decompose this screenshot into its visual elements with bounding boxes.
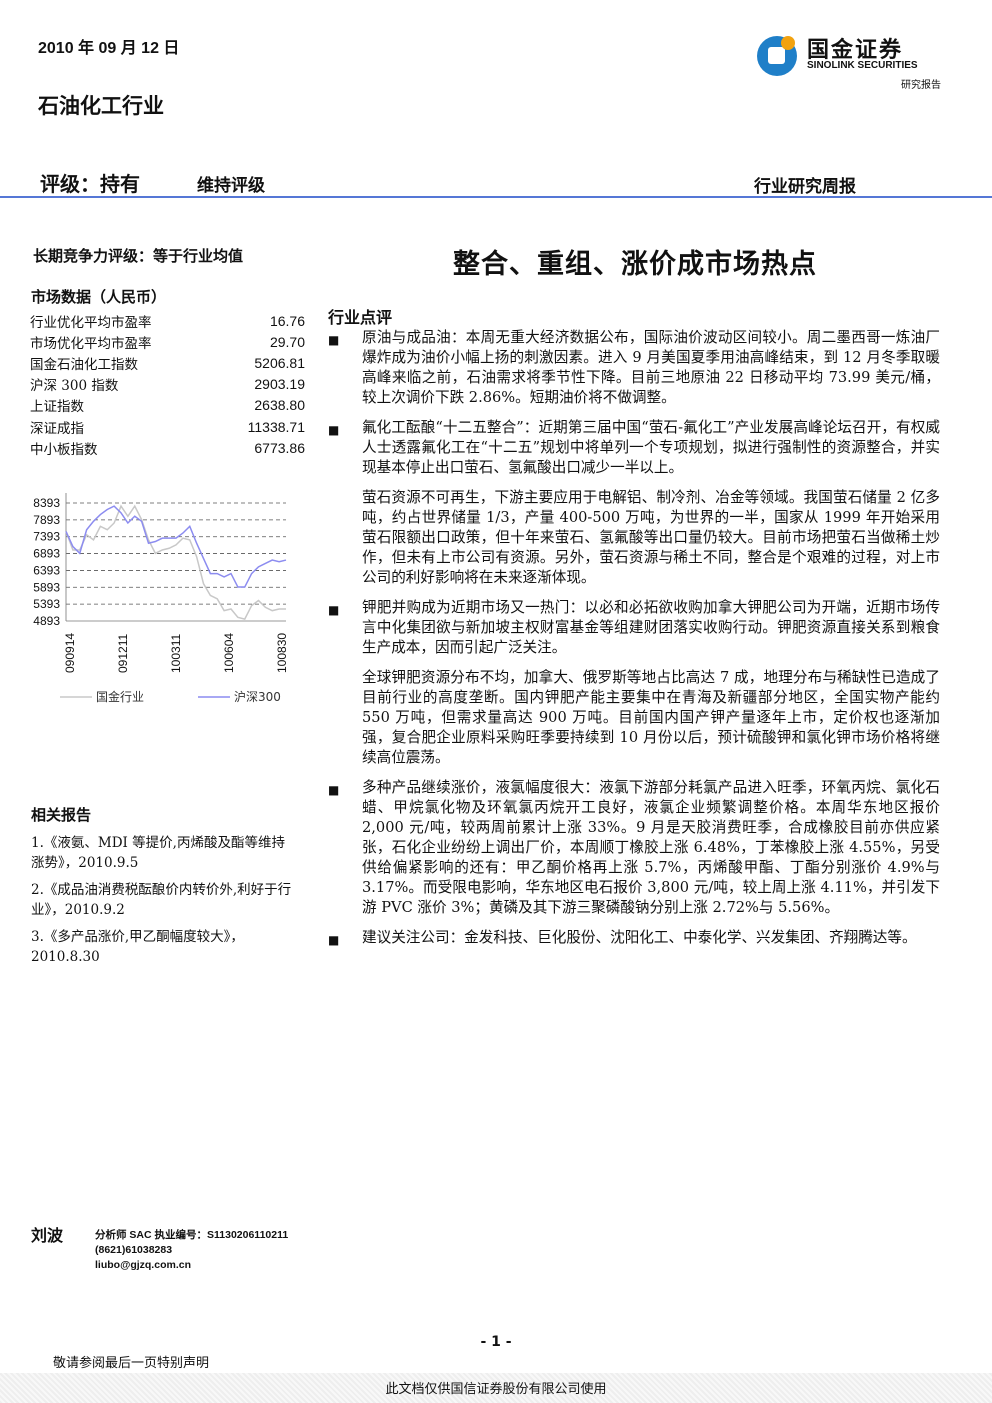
market-row: 深证成指 11338.71 [30,416,305,437]
bullet-square-icon: ■ [328,603,340,617]
market-label: 市场优化平均市盈率 [30,335,152,352]
report-title: 整合、重组、涨价成市场热点 [453,249,817,280]
market-row: 国金石油化工指数 5206.81 [30,352,305,373]
logo-cn: 国金证券 [807,38,904,63]
legend-label: 国金行业 [96,689,144,704]
related-report-link[interactable]: 2.《成品油消费税酝酿价内转价外,利好于行业》，2010.9.2 [31,882,292,918]
sinolink-logo: 国金证券 SINOLINK SECURITIES 研究报告 [755,30,945,92]
market-label: 中小板指数 [30,441,98,458]
header-divider [0,196,992,198]
sub-paragraph: 全球钾肥资源分布不均，加拿大、俄罗斯等地占比高达 7 成，地理分布与稀缺性已造成… [362,669,940,766]
analyst-phone: (8621)61038283 [95,1244,173,1256]
bullet-square-icon: ■ [328,933,340,947]
logo-en: SINOLINK SECURITIES [807,60,918,71]
long-term-rating: 长期竞争力评级：等于行业均值 [33,247,244,265]
industry-title: 石油化工行业 [38,93,164,118]
market-row: 市场优化平均市盈率 29.70 [30,331,305,352]
author-name: 刘波 [31,1226,64,1245]
related-reports-list: 1.《液氨、MDI 等提价,丙烯酸及酯等维持涨势》，2010.9.5 2.《成品油… [31,833,296,974]
bullet-square-icon: ■ [328,423,340,437]
legend-label: 沪深300 [234,690,281,704]
related-report-link[interactable]: 1.《液氨、MDI 等提价,丙烯酸及酯等维持涨势》，2010.9.5 [31,835,285,871]
market-label: 国金石油化工指数 [30,356,138,373]
market-label: 深证成指 [30,420,84,437]
analyst-license: 分析师 SAC 执业编号：S1130206110211 [95,1229,289,1241]
market-value: 29.70 [269,333,305,350]
market-data-title: 市场数据（人民币） [31,288,167,306]
market-data-table: 行业优化平均市盈率 16.76 市场优化平均市盈率 29.70 国金石油化工指数 5206… [30,310,305,458]
market-label: 上证指数 [30,399,84,416]
rating: 评级：持有 [40,172,140,196]
bullet-text: 多种产品继续涨价，液氯幅度很大：液氯下游部分耗氯产品进入旺季，环氧丙烷、氯化石蜡… [362,779,940,916]
logo-subtitle: 研究报告 [901,80,941,91]
related-reports-title: 相关报告 [31,806,92,824]
market-row: 行业优化平均市盈率 16.76 [30,310,305,331]
bullet-item: ■ 原油与成品油：本周无重大经济数据公布，国际油价波动区间较小。周二墨西哥一炼油厂… [328,328,940,408]
report-body: ■ 原油与成品油：本周无重大经济数据公布，国际油价波动区间较小。周二墨西哥一炼油厂… [328,328,940,960]
x-tick-label: 100604 [222,633,236,673]
y-tick-label: 6393 [33,563,60,577]
page-number: - 1 - [480,1334,512,1350]
bullet-item: ■ 氟化工酝酿“十二五整合”：近期第三届中国“萤石-氟化工”产业发展高峰论坛召开，… [328,418,940,478]
x-tick-label: 100830 [275,633,289,673]
market-row: 沪深 300 指数 2903.19 [30,374,305,395]
disclaimer-notice: 敬请参阅最后一页特别声明 [53,1356,210,1371]
x-tick-label: 090914 [63,633,77,673]
report-date: 2010 年 09 月 12 日 [38,40,180,57]
logo-emblem-icon [757,36,797,76]
bullet-item: ■ 建议关注公司：金发科技、巨化股份、沈阳化工、中泰化学、兴发集团、齐翔腾达等。 [328,928,940,950]
bullet-item: ■ 钾肥并购成为近期市场又一热门：以必和必拓欲收购加拿大钾肥公司为开端，近期市场传… [328,598,940,658]
bullet-text: 钾肥并购成为近期市场又一热门：以必和必拓欲收购加拿大钾肥公司为开端，近期市场传言… [362,599,940,656]
related-report-link[interactable]: 3.《多产品涨价,甲乙酮幅度较大》，2010.8.30 [31,929,244,965]
bullet-text: 原油与成品油：本周无重大经济数据公布，国际油价波动区间较小。周二墨西哥一炼油厂爆… [362,329,940,406]
market-row: 中小板指数 6773.86 [30,437,305,458]
market-value: 2638.80 [254,397,305,414]
bullet-square-icon: ■ [328,333,340,347]
y-tick-label: 5393 [33,597,60,611]
market-value: 16.76 [269,312,305,329]
x-tick-label: 100311 [169,634,183,673]
section-title: 行业点评 [328,308,393,327]
market-value: 11338.71 [247,418,305,435]
market-label: 行业优化平均市盈率 [30,314,152,331]
analyst-email[interactable]: liubo@gjzq.com.cn [95,1259,191,1271]
x-tick-label: 091211 [116,634,130,673]
market-row: 上证指数 2638.80 [30,395,305,416]
bullet-text: 建议关注公司：金发科技、巨化股份、沈阳化工、中泰化学、兴发集团、齐翔腾达等。 [362,929,917,946]
market-value: 6773.86 [254,439,305,456]
y-tick-label: 7393 [33,530,60,544]
y-tick-label: 7893 [33,513,60,527]
bullet-text: 氟化工酝酿“十二五整合”：近期第三届中国“萤石-氟化工”产业发展高峰论坛召开，有… [362,419,940,476]
rating-status: 维持评级 [197,176,265,196]
bullet-item: ■ 多种产品继续涨价，液氯幅度很大：液氯下游部分耗氯产品进入旺季，环氧丙烷、氯化石… [328,778,940,918]
sub-paragraph: 萤石资源不可再生，下游主要应用于电解铝、制冷剂、冶金等领域。我国萤石储量 2 亿… [362,489,940,586]
usage-notice: 此文档仅供国信证券股份有限公司使用 [385,1382,607,1397]
author-info: 分析师 SAC 执业编号：S1130206110211 (8621)610382… [95,1228,288,1273]
y-tick-label: 8393 [33,496,60,510]
bullet-square-icon: ■ [328,783,340,797]
market-value: 5206.81 [254,354,305,371]
report-type: 行业研究周报 [754,177,856,197]
y-tick-label: 4893 [33,614,60,628]
y-tick-label: 6893 [33,547,60,561]
usage-band [0,1373,992,1403]
series-line [65,504,286,620]
y-tick-label: 5893 [33,580,60,594]
market-value: 2903.19 [254,376,305,393]
series-line [65,505,287,588]
market-label: 沪深 300 指数 [30,378,119,395]
